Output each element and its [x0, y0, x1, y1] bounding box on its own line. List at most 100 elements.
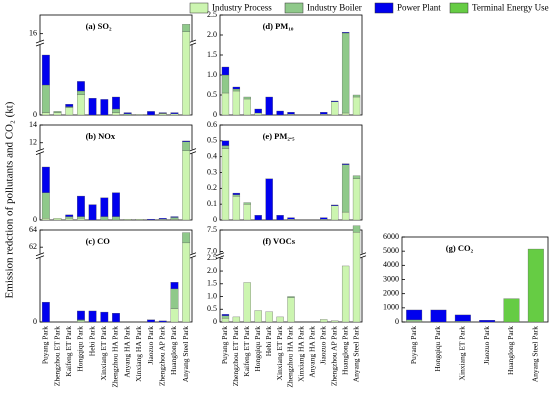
legend-swatch	[449, 2, 469, 14]
bar-segment	[243, 282, 251, 323]
bar-segment	[341, 211, 350, 221]
bar-segment	[170, 308, 179, 323]
bar-segment	[331, 205, 339, 221]
bar-segment	[65, 214, 74, 217]
x-tick-label: Kaifeng ET Park	[64, 326, 73, 377]
bar-segment	[221, 314, 230, 316]
bar-segment	[341, 164, 350, 213]
bar-segment	[254, 108, 262, 114]
bar-segment	[170, 288, 179, 309]
bar-segment	[147, 319, 155, 323]
bar-segment	[331, 101, 339, 116]
bar-segment	[112, 192, 120, 217]
bar-segment	[147, 218, 155, 221]
axis-break	[35, 42, 45, 47]
legend-label: Industry Process	[212, 3, 272, 13]
axis-break-gap	[36, 253, 44, 258]
bar-segment	[123, 112, 132, 114]
x-tick-label: Jiaozuo Park	[318, 326, 327, 365]
x-tick-label: Zhengzhou AP Park	[157, 326, 166, 386]
x-tick-label: Jiaozuo Park	[146, 326, 155, 365]
bar-segment	[406, 319, 423, 322]
bar-segment	[341, 32, 350, 34]
bar-segment	[77, 310, 85, 320]
bar-segment	[287, 112, 295, 115]
bar-segment	[221, 318, 230, 323]
y-tick-label: 0.3	[207, 167, 217, 176]
y-tick-label: 0.4	[207, 151, 217, 160]
bar-segment	[170, 112, 179, 114]
x-tick-label: Anyang HA Park	[308, 326, 317, 378]
bar-segment	[243, 96, 251, 100]
x-tick-label: Jiaozuo Park	[482, 326, 491, 365]
y-tick-label: 0	[213, 215, 217, 224]
x-tick-label: Xinxiang ET Park	[275, 326, 284, 381]
bar-segment	[170, 217, 179, 220]
bar-segment	[232, 194, 241, 197]
panel-title: (b) NOx	[86, 131, 116, 141]
y-tick-label: 2.0	[207, 266, 217, 275]
bar-segment	[41, 166, 50, 193]
bar-segment	[221, 140, 230, 146]
x-tick-label: Hongqiqu Park	[76, 326, 85, 372]
y-tick-label: 4000	[383, 260, 399, 269]
bar-segment	[341, 112, 350, 116]
bar-segment	[182, 140, 191, 142]
y-tick-label: 0	[33, 317, 37, 326]
bar-segment	[182, 242, 191, 323]
panel-title: (f) VOCs	[263, 236, 296, 246]
bar-segment	[221, 315, 230, 319]
plot-frame	[401, 236, 549, 323]
x-tick-label: Xinxiang HA Park	[297, 326, 306, 382]
bar-segment	[65, 106, 74, 108]
bar-segment	[265, 178, 273, 221]
bar-segment	[232, 88, 241, 92]
y-tick-label: 1.5	[207, 279, 217, 288]
bar-segment	[77, 94, 85, 116]
bar-segment	[341, 32, 350, 114]
bar-segment	[232, 90, 241, 116]
bar-segment	[158, 320, 167, 323]
bar-segment	[77, 216, 85, 219]
bar-segment	[53, 111, 62, 113]
bar-segment	[182, 232, 191, 244]
bar-segment	[232, 192, 241, 195]
bar-segment	[320, 112, 328, 115]
y-tick-label: 1.5	[207, 50, 217, 59]
x-tick-label: Hebi Park	[264, 326, 273, 356]
x-tick-label: Anyang Steel Park	[531, 326, 540, 382]
bar-segment	[65, 218, 74, 221]
bar-segment	[352, 175, 361, 179]
x-tick-label: Puyang Park	[409, 326, 418, 364]
bar-segment	[503, 298, 520, 323]
y-tick-label: 2.5	[207, 253, 217, 262]
bar-segment	[182, 24, 191, 32]
y-tick-label: 0	[395, 317, 399, 326]
legend-swatch	[374, 2, 394, 14]
y-tick-label: 62	[29, 242, 37, 251]
bar-segment	[88, 98, 97, 116]
bar-segment	[527, 248, 544, 323]
bar-segment	[331, 320, 339, 323]
bar-segment	[232, 196, 241, 221]
x-tick-label: Zhengzhou ET Park	[231, 326, 240, 387]
bar-segment	[170, 216, 179, 218]
bar-segment	[331, 204, 339, 206]
bar-segment	[41, 218, 50, 221]
y-tick-label: 2.5	[207, 10, 217, 19]
bar-segment	[100, 99, 109, 116]
bar-segment	[53, 218, 62, 221]
axis-break-gap	[358, 253, 366, 258]
bar-segment	[265, 96, 273, 116]
x-tick-label: Huanglong Park	[169, 326, 178, 375]
bar-segment	[341, 265, 350, 323]
bar-segment	[65, 107, 74, 116]
y-tick-label: 5000	[383, 246, 399, 255]
x-tick-label: Xinxiang ET Park	[458, 326, 467, 381]
bar-segment	[77, 195, 85, 217]
bar-segment	[221, 145, 230, 149]
x-tick-label: Anyang Steel Park	[351, 326, 360, 382]
axis-break	[35, 39, 45, 44]
x-tick-label: Xinxiang HA Park	[134, 326, 143, 382]
